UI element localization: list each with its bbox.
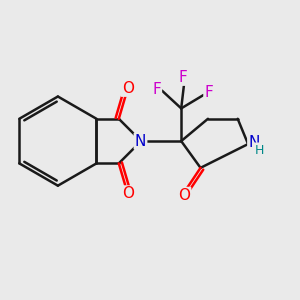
Text: N: N bbox=[248, 135, 260, 150]
Text: N: N bbox=[135, 134, 146, 148]
Text: O: O bbox=[122, 187, 134, 202]
Text: F: F bbox=[205, 85, 213, 100]
Text: O: O bbox=[178, 188, 190, 203]
Text: H: H bbox=[255, 143, 264, 157]
Text: F: F bbox=[152, 82, 161, 97]
Text: O: O bbox=[122, 81, 134, 96]
Text: F: F bbox=[178, 70, 187, 85]
